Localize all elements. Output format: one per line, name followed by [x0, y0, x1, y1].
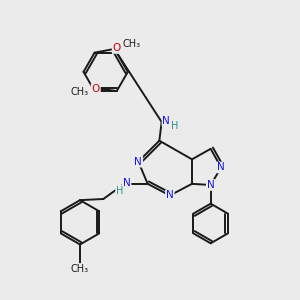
Text: H: H: [171, 121, 178, 130]
Text: CH₃: CH₃: [123, 40, 141, 50]
Text: N: N: [166, 190, 174, 200]
Text: N: N: [123, 178, 130, 188]
Text: CH₃: CH₃: [71, 264, 89, 274]
Text: N: N: [134, 157, 142, 167]
Text: O: O: [112, 43, 121, 53]
Text: O: O: [92, 84, 100, 94]
Text: N: N: [217, 163, 225, 172]
Text: H: H: [116, 186, 123, 196]
Text: N: N: [163, 116, 170, 126]
Text: N: N: [207, 180, 214, 190]
Text: CH₃: CH₃: [70, 87, 88, 97]
